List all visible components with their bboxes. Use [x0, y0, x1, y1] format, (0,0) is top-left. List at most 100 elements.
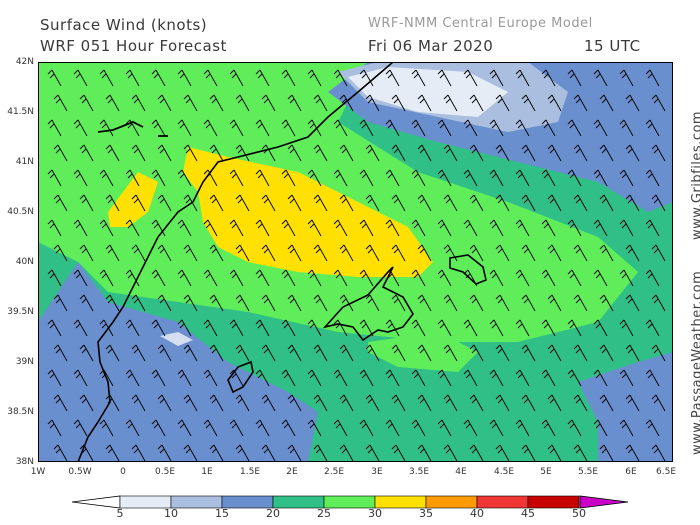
- wind-barb: [599, 144, 614, 162]
- wind-barb: [573, 94, 588, 112]
- wind-barb: [125, 69, 140, 87]
- forecast-date: Fri 06 Mar 2020: [368, 37, 494, 55]
- wind-barb: [235, 444, 250, 462]
- wind-barb: [573, 294, 588, 312]
- lon-label: 0.5E: [155, 467, 175, 477]
- wind-barb: [625, 94, 640, 112]
- wind-barb: [281, 219, 296, 237]
- wind-barb: [99, 419, 114, 437]
- wind-barb: [157, 194, 172, 212]
- wind-barb: [645, 319, 660, 337]
- wind-barb: [209, 444, 224, 462]
- wind-barb: [229, 69, 244, 87]
- wind-barb: [203, 119, 218, 137]
- wind-barb: [599, 94, 614, 112]
- wind-barb: [463, 219, 478, 237]
- wind-barb: [365, 344, 380, 362]
- wind-barb: [593, 419, 608, 437]
- wind-barb: [203, 419, 218, 437]
- wind-barb: [151, 269, 166, 287]
- wind-barb: [53, 194, 68, 212]
- wind-barb: [255, 319, 270, 337]
- wind-barb: [177, 69, 192, 87]
- wind-band-15-20-se: [578, 352, 673, 462]
- map-border: [38, 62, 673, 462]
- wind-barb: [391, 294, 406, 312]
- colorbar-label: 30: [368, 507, 382, 520]
- wind-barb: [417, 394, 432, 412]
- wind-barb: [229, 269, 244, 287]
- wind-barb: [73, 69, 88, 87]
- wind-barb: [411, 419, 426, 437]
- wind-barb: [157, 344, 172, 362]
- wind-barb: [287, 94, 302, 112]
- wind-barb: [593, 219, 608, 237]
- wind-barb: [339, 194, 354, 212]
- lat-label: 38N: [15, 457, 34, 467]
- wind-barb: [567, 119, 582, 137]
- wind-barb: [645, 269, 660, 287]
- wind-barb: [619, 369, 634, 387]
- wind-barb: [573, 394, 588, 412]
- wind-barb: [177, 219, 192, 237]
- wind-barb: [651, 244, 666, 262]
- wind-barb: [313, 244, 328, 262]
- wind-barb: [209, 244, 224, 262]
- wind-barb: [625, 394, 640, 412]
- wind-barb: [105, 144, 120, 162]
- wind-barb: [645, 369, 660, 387]
- wind-barb: [359, 369, 374, 387]
- wind-barb: [593, 369, 608, 387]
- wind-barb: [203, 369, 218, 387]
- wind-barb: [229, 119, 244, 137]
- wind-band-5-10: [348, 67, 508, 117]
- wind-barb: [521, 244, 536, 262]
- wind-barb: [73, 269, 88, 287]
- wind-barb: [307, 219, 322, 237]
- wind-barb: [443, 244, 458, 262]
- wind-barb: [203, 269, 218, 287]
- wind-barb: [651, 444, 666, 462]
- wind-barb: [287, 244, 302, 262]
- wind-barb: [495, 344, 510, 362]
- wind-barb: [131, 94, 146, 112]
- wind-band-30-35: [183, 147, 433, 277]
- lon-label: 1E: [201, 467, 213, 477]
- wind-barb: [495, 194, 510, 212]
- wind-barb: [313, 394, 328, 412]
- wind-barb: [515, 319, 530, 337]
- wind-barb: [333, 169, 348, 187]
- wind-barb: [131, 444, 146, 462]
- wind-barb: [391, 394, 406, 412]
- wind-barb: [73, 319, 88, 337]
- wind-barb: [359, 169, 374, 187]
- wind-barb: [151, 419, 166, 437]
- wind-barb: [443, 194, 458, 212]
- wind-barb: [125, 269, 140, 287]
- wind-barb: [463, 369, 478, 387]
- wind-barb: [645, 169, 660, 187]
- colorbar-label: 20: [266, 507, 280, 520]
- lon-label: 0.5W: [68, 467, 92, 477]
- wind-barb: [385, 169, 400, 187]
- wind-barb: [599, 394, 614, 412]
- colorbar-label: 50: [572, 507, 586, 520]
- wind-barb: [281, 169, 296, 187]
- wind-barb: [515, 219, 530, 237]
- wind-barb: [53, 144, 68, 162]
- lon-label: 2.5E: [324, 467, 344, 477]
- wind-barb: [151, 319, 166, 337]
- wind-barb: [573, 144, 588, 162]
- lon-label: 2E: [286, 467, 298, 477]
- wind-barb: [385, 219, 400, 237]
- wind-barb: [229, 219, 244, 237]
- wind-barb: [515, 169, 530, 187]
- wind-barb: [47, 69, 62, 87]
- wind-barb: [177, 419, 192, 437]
- wind-barb: [417, 244, 432, 262]
- wind-barb: [79, 394, 94, 412]
- wind-barb: [463, 169, 478, 187]
- wind-barb: [567, 419, 582, 437]
- wind-barb: [255, 219, 270, 237]
- wind-barb: [313, 344, 328, 362]
